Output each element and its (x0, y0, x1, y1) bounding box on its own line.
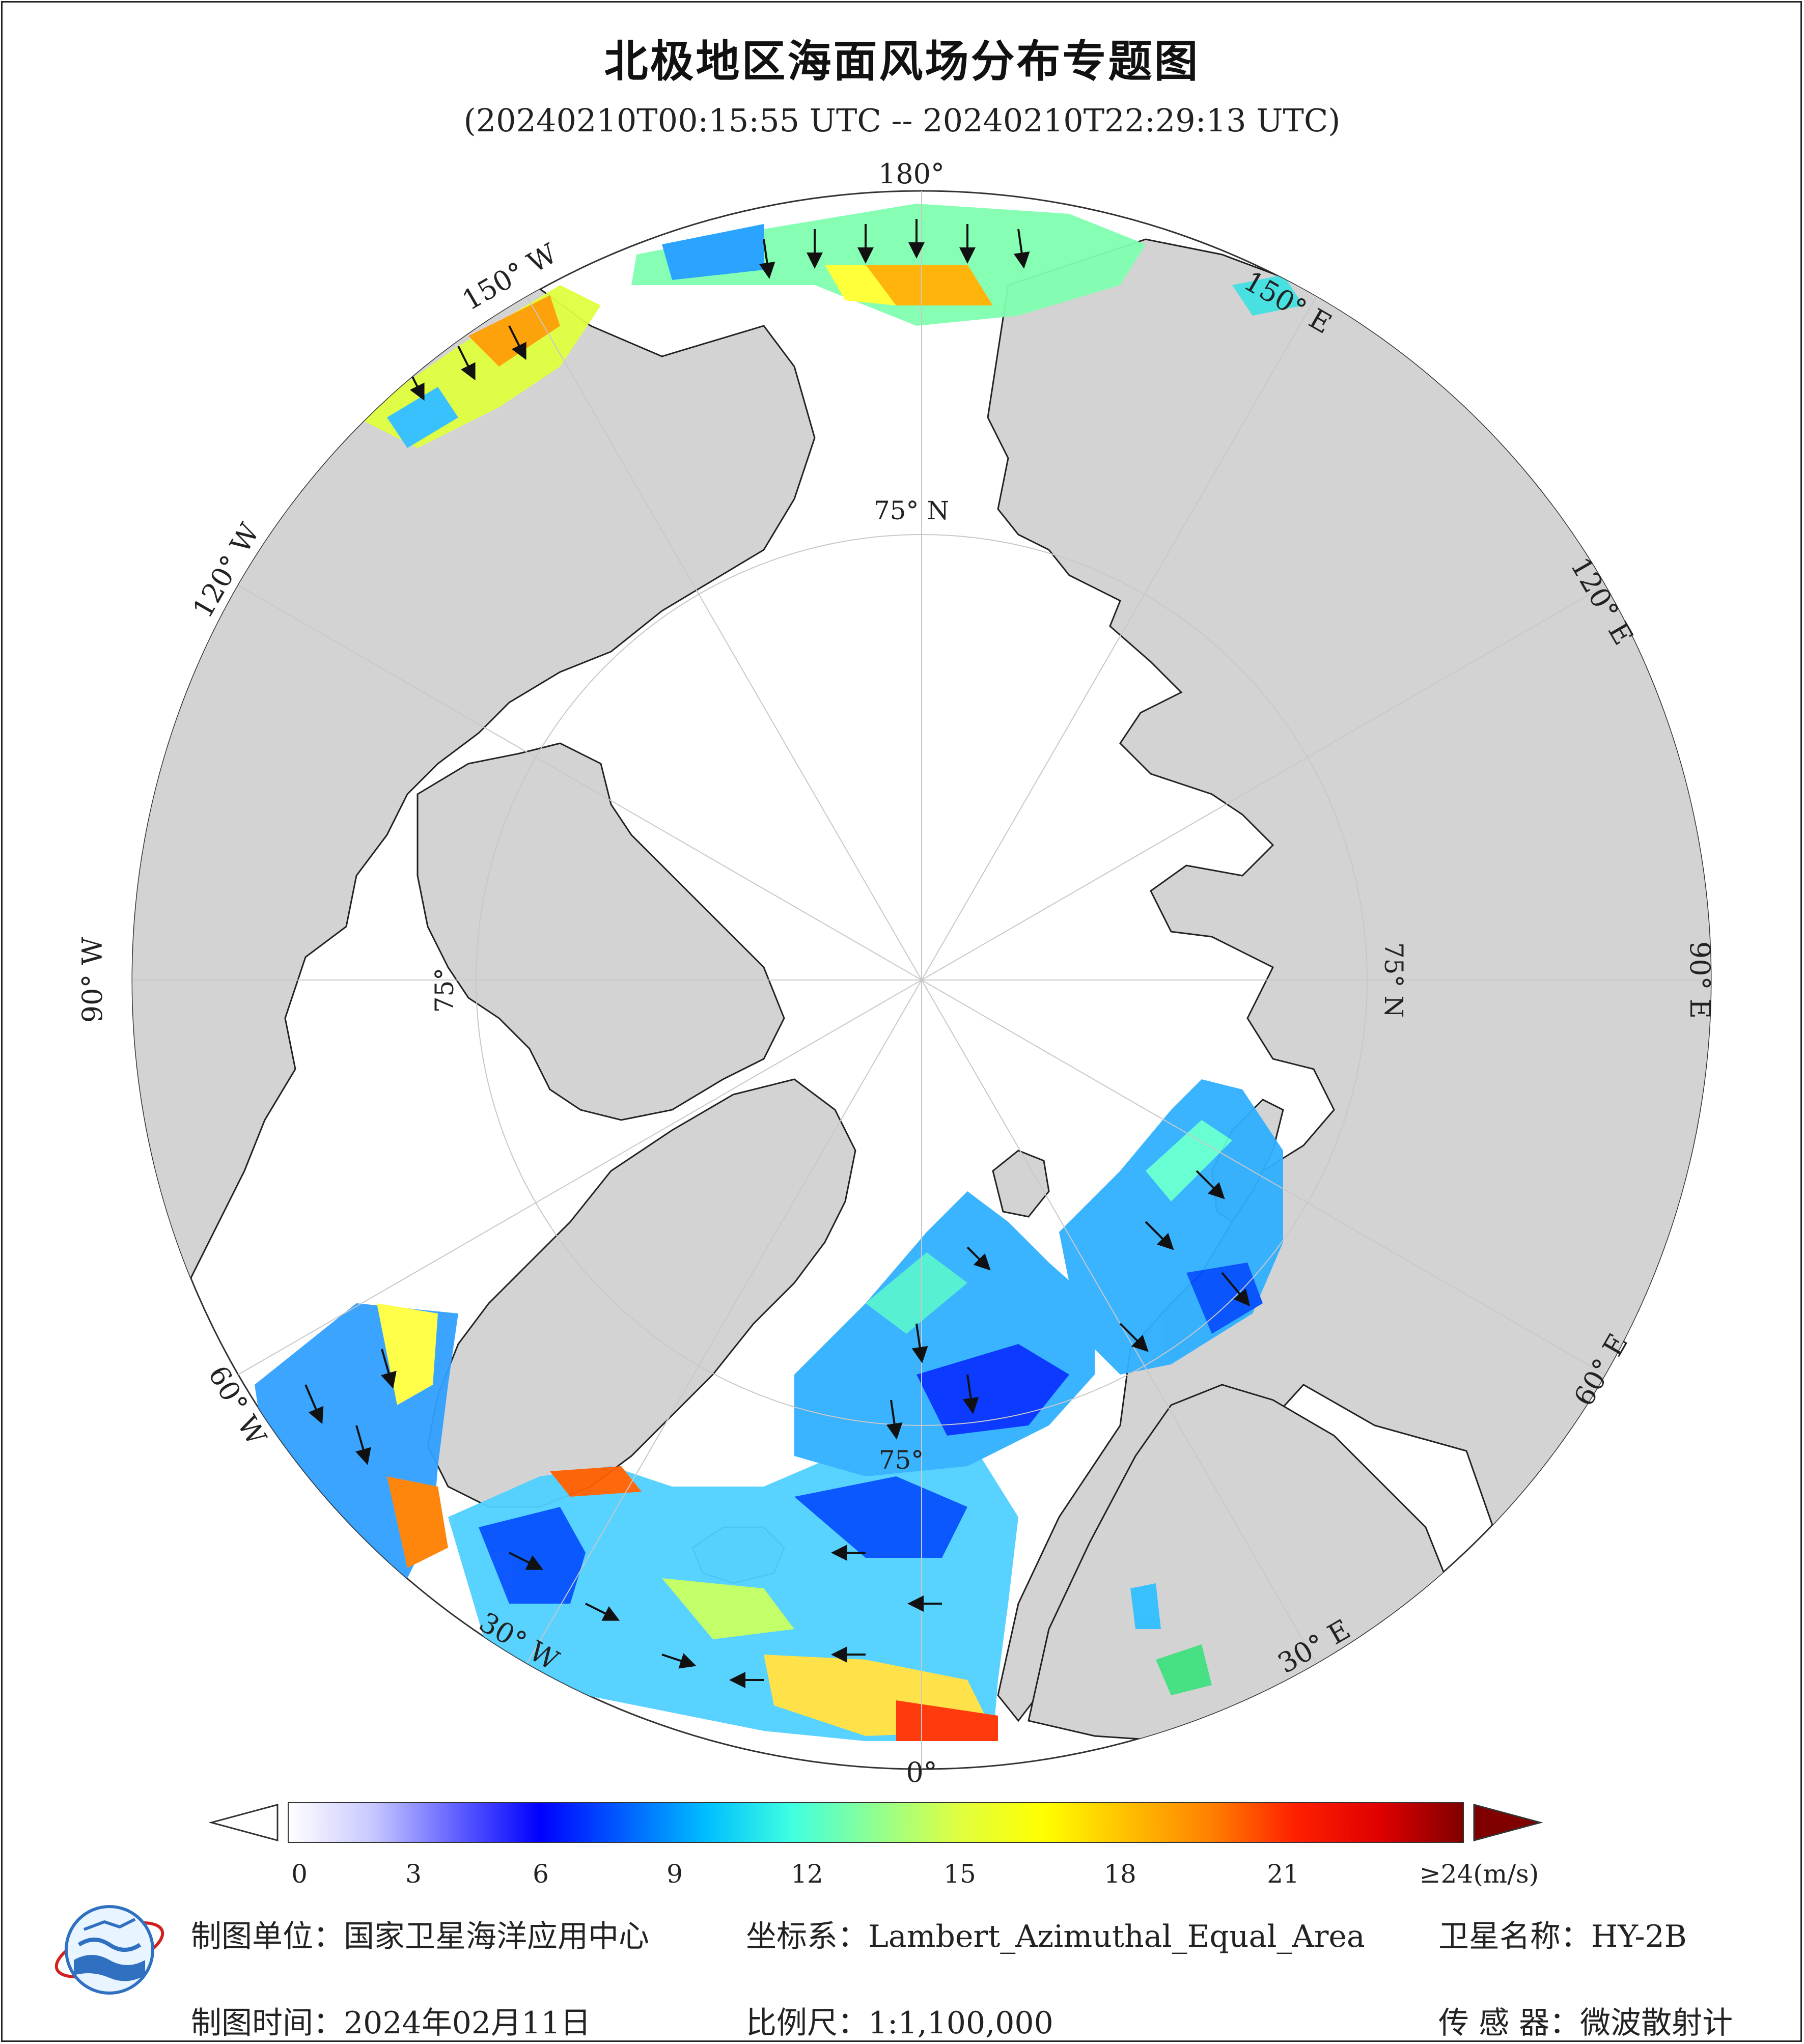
producer-label: 制图单位： (191, 1919, 344, 1954)
scale-label: 比例尺： (746, 2005, 868, 2041)
date-value: 2024年02月11日 (344, 2005, 591, 2041)
colorbar-min-arrow-icon (208, 1804, 279, 1841)
crs-value: Lambert_Azimuthal_Equal_Area (868, 1919, 1365, 1954)
colorbar-tick: 18 (1104, 1859, 1136, 1889)
latitude-labels: 75° N 75° N 75° 75° (430, 496, 1408, 1475)
date-info: 制图时间：2024年02月11日 (191, 1998, 591, 2042)
producer-value: 国家卫星海洋应用中心 (344, 1919, 649, 1954)
land-greenland (427, 1078, 856, 1508)
colorbar-tick: 12 (791, 1859, 823, 1889)
sensor-label: 传 感 器： (1438, 2005, 1580, 2041)
time-range-subtitle: (20240210T00:15:55 UTC -- 20240210T22:29… (463, 102, 1341, 139)
satellite-value: HY-2B (1591, 1919, 1687, 1954)
lon-label-180: 180° (878, 158, 945, 190)
lon-label-90e: 90° E (1684, 941, 1716, 1019)
scale-info: 比例尺：1:1,100,000 (746, 1998, 1053, 2042)
colorbar-tick: 3 (405, 1859, 422, 1889)
sensor-info: 传 感 器：微波散射计 (1438, 1998, 1733, 2042)
nsoas-logo-icon (54, 1905, 164, 1995)
colorbar-tick: 6 (533, 1859, 549, 1889)
map-title: 北极地区海面风场分布专题图 (604, 36, 1200, 87)
lat-label-top: 75° N (874, 496, 949, 525)
wind-arrows (304, 219, 1251, 1688)
colorbar-max-arrow-icon (1473, 1804, 1543, 1841)
colorbar-tick: 21 (1267, 1859, 1299, 1889)
colorbar-tick: 15 (943, 1859, 976, 1889)
sensor-value: 微波散射计 (1580, 2005, 1733, 2041)
land-arctic-archipelago (417, 742, 785, 1121)
graticule (132, 191, 1711, 1769)
wind-speed-colorbar (288, 1802, 1464, 1843)
lat-label-bottom: 75° (879, 1445, 924, 1475)
lon-label-0: 0° (906, 1756, 937, 1788)
satellite-label: 卫星名称： (1438, 1919, 1591, 1954)
lat-label-right: 75° N (1379, 942, 1408, 1018)
colorbar-tick: 0 (291, 1859, 308, 1889)
lon-label-90w: 90° W (76, 937, 108, 1023)
lat-label-left: 75° (430, 968, 459, 1013)
colorbar-tick: ≥24(m/s) (1419, 1859, 1539, 1889)
scale-value: 1:1,100,000 (868, 2005, 1053, 2041)
crs-info: 坐标系：Lambert_Azimuthal_Equal_Area (746, 1912, 1365, 1956)
date-label: 制图时间： (191, 2005, 344, 2041)
crs-label: 坐标系： (746, 1919, 868, 1954)
producer-info: 制图单位：国家卫星海洋应用中心 (191, 1912, 649, 1956)
wind-speed-field (255, 204, 1303, 1741)
satellite-info: 卫星名称：HY-2B (1438, 1912, 1687, 1956)
land-svalbard (992, 1150, 1050, 1218)
colorbar-tick: 9 (667, 1859, 683, 1889)
